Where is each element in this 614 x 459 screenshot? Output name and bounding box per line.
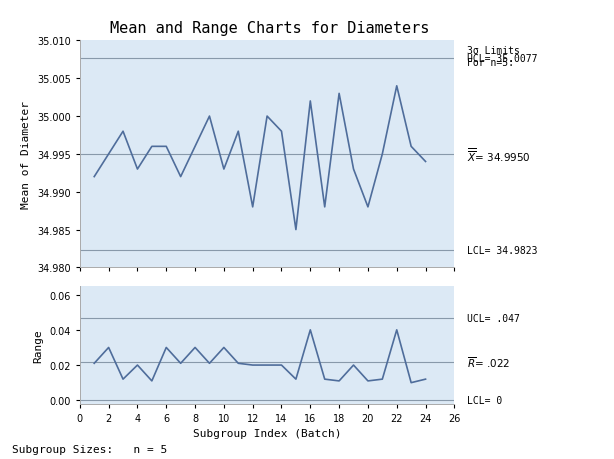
Text: $\overline{R}$= .022: $\overline{R}$= .022 <box>467 354 510 369</box>
Text: Subgroup Sizes:   n = 5: Subgroup Sizes: n = 5 <box>12 444 168 454</box>
Text: $\overline{\overline{X}}$= 34.9950: $\overline{\overline{X}}$= 34.9950 <box>467 146 530 163</box>
Y-axis label: Range: Range <box>34 328 44 362</box>
Text: LCL= 34.9823: LCL= 34.9823 <box>467 246 537 256</box>
Y-axis label: Mean of Diameter: Mean of Diameter <box>21 101 31 208</box>
Text: Mean and Range Charts for Diameters: Mean and Range Charts for Diameters <box>111 21 430 36</box>
X-axis label: Subgroup Index (Batch): Subgroup Index (Batch) <box>193 428 341 438</box>
Text: LCL= 0: LCL= 0 <box>467 395 502 405</box>
Text: UCL= .047: UCL= .047 <box>467 313 519 323</box>
Text: UCL= 35.0077: UCL= 35.0077 <box>467 54 537 64</box>
Text: 3σ Limits
For n=5:: 3σ Limits For n=5: <box>467 46 519 67</box>
